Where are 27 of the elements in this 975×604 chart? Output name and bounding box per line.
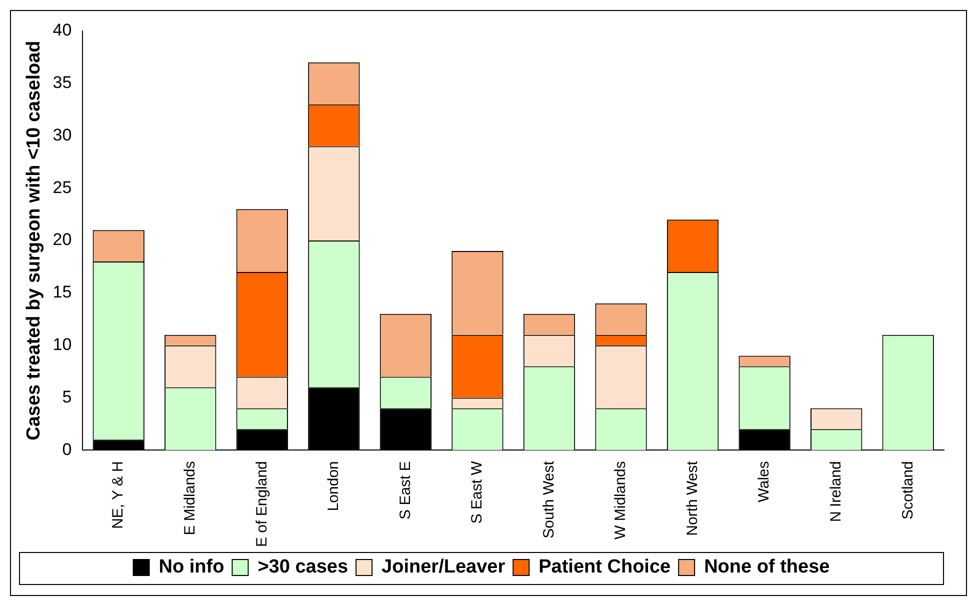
y-tick-label: 35 [52,73,72,92]
x-tick-label: NE, Y & H [110,461,127,529]
y-tick-label: 10 [52,335,72,354]
legend-label: Patient Choice [538,556,671,578]
y-tick-label: 25 [52,178,72,197]
y-tick-label: 30 [52,125,72,144]
x-tick-label: Wales [756,461,773,502]
legend-label: No info [158,556,224,578]
legend-label: >30 cases [258,556,348,578]
y-tick-label: 15 [52,282,72,302]
y-tick-label: 20 [52,230,72,250]
x-tick-label: S East W [468,460,486,524]
x-tick-label: Scotland [899,461,916,520]
y-tick-label: 5 [62,387,72,406]
legend-label: None of these [704,556,830,578]
x-tick-label: E of England [253,461,270,548]
y-tick-label: 0 [62,440,72,459]
y-axis-title: Cases treated by surgeon with <10 caseload [24,40,45,440]
x-tick-label: W Midlands [612,461,630,540]
x-tick-label: London [325,461,342,512]
legend-label: Joiner/Leaver [382,556,506,578]
x-tick-label: South West [540,460,558,538]
x-tick-label: N Ireland [827,461,844,522]
x-tick-label: E Midlands [182,461,199,536]
x-tick-label: S East E [396,461,414,520]
x-tick-label: North West [684,460,701,536]
y-tick-label: 40 [52,20,72,40]
